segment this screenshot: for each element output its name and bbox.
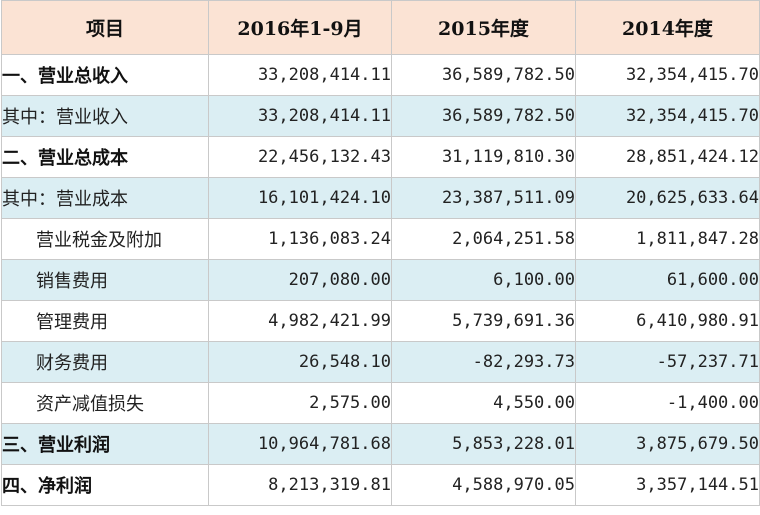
row-label: 财务费用 [1,341,209,383]
value-2015: -82,293.73 [391,341,576,383]
header-item: 项目 [1,0,209,55]
value-2015: 4,588,970.05 [391,464,576,506]
value-2015: 5,739,691.36 [391,300,576,342]
table-row: 其中：营业成本 16,101,424.10 23,387,511.09 20,625,… [1,177,760,219]
row-label: 其中：营业收入 [1,95,209,137]
header-period-2016: 2016年1-9月 [208,0,392,55]
value-2014: 1,811,847.28 [575,218,760,260]
table-row: 三、营业利润 10,964,781.68 5,853,228.01 3,875,679… [1,423,760,465]
value-2014: -57,237.71 [575,341,760,383]
header-period-2015: 2015年度 [391,0,576,55]
value-2016: 10,964,781.68 [208,423,392,465]
table-row: 二、营业总成本 22,456,132.43 31,119,810.30 28,851,… [1,136,760,178]
row-label: 四、净利润 [1,464,209,506]
value-2016: 2,575.00 [208,382,392,424]
value-2016: 22,456,132.43 [208,136,392,178]
value-2014: 32,354,415.70 [575,95,760,137]
row-label: 销售费用 [1,259,209,301]
value-2014: 3,357,144.51 [575,464,760,506]
header-period-2014: 2014年度 [575,0,760,55]
table-row: 一、营业总收入 33,208,414.11 36,589,782.50 32,354,… [1,54,760,96]
row-label: 一、营业总收入 [1,54,209,96]
table-row: 销售费用 207,080.00 6,100.00 61,600.00 [1,259,760,301]
value-2014: 32,354,415.70 [575,54,760,96]
value-2016: 207,080.00 [208,259,392,301]
row-label: 资产减值损失 [1,382,209,424]
table-body: 一、营业总收入 33,208,414.11 36,589,782.50 32,354,… [1,54,760,506]
value-2015: 6,100.00 [391,259,576,301]
value-2014: -1,400.00 [575,382,760,424]
row-label: 其中：营业成本 [1,177,209,219]
value-2016: 1,136,083.24 [208,218,392,260]
value-2016: 4,982,421.99 [208,300,392,342]
value-2016: 8,213,319.81 [208,464,392,506]
value-2015: 31,119,810.30 [391,136,576,178]
value-2015: 36,589,782.50 [391,54,576,96]
value-2015: 4,550.00 [391,382,576,424]
table-row: 其中：营业收入 33,208,414.11 36,589,782.50 32,354,… [1,95,760,137]
row-label: 营业税金及附加 [1,218,209,260]
value-2014: 6,410,980.91 [575,300,760,342]
value-2016: 26,548.10 [208,341,392,383]
table-row: 资产减值损失 2,575.00 4,550.00 -1,400.00 [1,382,760,424]
value-2015: 2,064,251.58 [391,218,576,260]
table-row: 营业税金及附加 1,136,083.24 2,064,251.58 1,811,847… [1,218,760,260]
value-2015: 5,853,228.01 [391,423,576,465]
table-row: 四、净利润 8,213,319.81 4,588,970.05 3,357,144.5… [1,464,760,506]
table-row: 财务费用 26,548.10 -82,293.73 -57,237.71 [1,341,760,383]
value-2014: 61,600.00 [575,259,760,301]
table-row: 管理费用 4,982,421.99 5,739,691.36 6,410,980.91 [1,300,760,342]
row-label: 三、营业利润 [1,423,209,465]
row-label: 管理费用 [1,300,209,342]
value-2014: 28,851,424.12 [575,136,760,178]
value-2014: 3,875,679.50 [575,423,760,465]
value-2015: 23,387,511.09 [391,177,576,219]
row-label: 二、营业总成本 [1,136,209,178]
value-2016: 16,101,424.10 [208,177,392,219]
value-2015: 36,589,782.50 [391,95,576,137]
value-2016: 33,208,414.11 [208,95,392,137]
value-2016: 33,208,414.11 [208,54,392,96]
header-row: 项目 2016年1-9月 2015年度 2014年度 [1,0,760,55]
value-2014: 20,625,633.64 [575,177,760,219]
